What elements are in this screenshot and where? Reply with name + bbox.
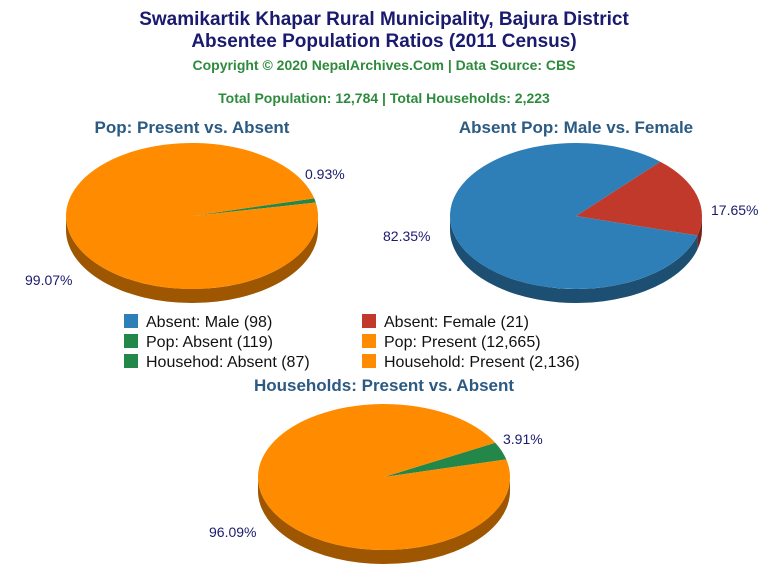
- legend-label-4: Househod: Absent (87): [146, 354, 310, 371]
- legend-swatch-0: [124, 314, 138, 328]
- pie-pop-present-absent: Pop: Present vs. Absent 0.93% 99.07%: [25, 118, 345, 303]
- legend-swatch-3: [362, 334, 376, 348]
- pie-title-1: Absent Pop: Male vs. Female: [459, 118, 693, 137]
- pie-label-0-0: 0.93%: [305, 166, 345, 182]
- pie-side-0-1-0: [66, 216, 318, 303]
- legend-label-3: Pop: Present (12,665): [384, 334, 541, 351]
- pie-label-1-0: 17.65%: [711, 202, 758, 218]
- pie-title-0: Pop: Present vs. Absent: [95, 118, 290, 137]
- chart-title-line1: Swamikartik Khapar Rural Municipality, B…: [139, 9, 629, 30]
- legend-label-2: Pop: Absent (119): [146, 334, 273, 351]
- legend-swatch-5: [362, 354, 376, 368]
- pie-side-2-1-0: [258, 477, 510, 564]
- legend-label-1: Absent: Female (21): [384, 314, 529, 331]
- pie-absent-male-female: Absent Pop: Male vs. Female 17.65% 82.35%: [383, 118, 758, 304]
- pie-label-1-1: 82.35%: [383, 228, 430, 244]
- legend-swatch-1: [362, 314, 376, 328]
- pie-label-0-1: 99.07%: [25, 272, 72, 288]
- pie-side-1-1-0: [450, 216, 698, 304]
- pie-label-2-1: 96.09%: [209, 524, 256, 540]
- pie-slice-2-1: [258, 404, 510, 550]
- legend-swatch-2: [124, 334, 138, 348]
- pie-side-1-0-0: [697, 216, 702, 250]
- pie-title-2: Households: Present vs. Absent: [254, 376, 514, 395]
- legend-label-5: Household: Present (2,136): [384, 354, 580, 371]
- legend-label-0: Absent: Male (98): [146, 314, 272, 331]
- copyright-note: Copyright © 2020 NepalArchives.Com | Dat…: [192, 57, 575, 73]
- legend-swatch-4: [124, 354, 138, 368]
- legend: Absent: Male (98) Absent: Female (21) Pop:…: [124, 314, 580, 371]
- totals-note: Total Population: 12,784 | Total Househo…: [218, 90, 550, 106]
- pie-slice-2-0: [384, 442, 507, 477]
- pie-slice-0-1: [66, 143, 319, 290]
- pie-households-present-absent: Households: Present vs. Absent 3.91% 96.09…: [209, 376, 543, 564]
- pie-label-2-0: 3.91%: [503, 431, 543, 447]
- pie-slice-1-1: [450, 142, 698, 290]
- pie-slice-1-0: [576, 161, 702, 236]
- chart-title-line2: Absentee Population Ratios (2011 Census): [191, 31, 576, 52]
- pie-slice-0-0: [192, 198, 316, 216]
